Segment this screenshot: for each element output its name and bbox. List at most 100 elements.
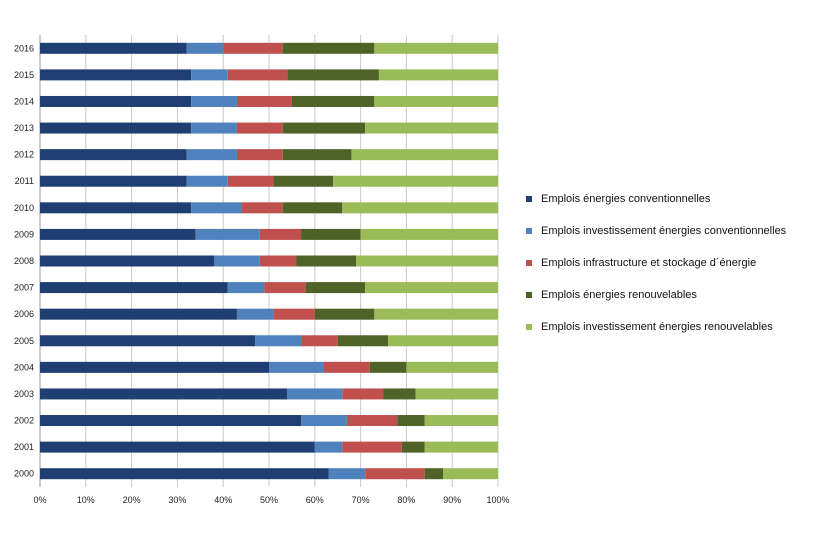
bar-segment bbox=[282, 122, 366, 134]
bar-segment bbox=[40, 42, 187, 54]
bar-segment bbox=[195, 228, 260, 240]
bar-segment bbox=[259, 228, 302, 240]
bar-segment bbox=[236, 308, 274, 320]
bar-segment bbox=[383, 388, 416, 400]
bar-segment bbox=[191, 69, 228, 81]
y-tick-label: 2000 bbox=[14, 469, 34, 479]
bar-segment bbox=[40, 415, 302, 427]
y-tick-label: 2002 bbox=[14, 416, 34, 426]
x-tick-label: 70% bbox=[352, 495, 370, 505]
x-axis-ticks: 0% 10% 20% 30% 40% 50% 60% 70% 80% 90% 100% bbox=[33, 495, 509, 505]
y-tick-label: 2001 bbox=[14, 442, 34, 452]
legend-label: Emplois énergies renouvelables bbox=[541, 289, 697, 301]
bar-segment bbox=[424, 415, 498, 427]
y-tick-label: 2008 bbox=[14, 256, 34, 266]
bar-segment bbox=[40, 95, 192, 107]
x-tick-label: 60% bbox=[306, 495, 324, 505]
bar-segment bbox=[236, 95, 292, 107]
y-tick-label: 2010 bbox=[14, 203, 34, 213]
legend-item: Emplois énergies renouvelables bbox=[526, 286, 697, 304]
legend-item: Emplois investissement énergies conventi… bbox=[526, 222, 786, 240]
bar-segment bbox=[346, 415, 398, 427]
bar-segment bbox=[301, 335, 338, 347]
bar-segment bbox=[356, 255, 498, 267]
legend-swatch bbox=[526, 324, 532, 330]
y-tick-label: 2011 bbox=[15, 176, 34, 186]
x-tick-label: 90% bbox=[443, 495, 461, 505]
legend-label: Emplois investissement énergies renouvel… bbox=[541, 321, 773, 333]
bar-segment bbox=[223, 42, 283, 54]
legend-item: Emplois investissement énergies renouvel… bbox=[526, 318, 773, 336]
bar-segment bbox=[314, 441, 343, 453]
y-tick-label: 2007 bbox=[14, 283, 34, 293]
bar-segment bbox=[236, 149, 283, 161]
bar-segment bbox=[305, 282, 366, 294]
bar-segment bbox=[186, 149, 237, 161]
x-tick-label: 100% bbox=[486, 495, 509, 505]
bar-segment bbox=[282, 42, 375, 54]
bar-segment bbox=[186, 42, 224, 54]
bars bbox=[40, 42, 498, 480]
bar-segment bbox=[282, 202, 343, 214]
legend-item: Emplois infrastructure et stockage d´éne… bbox=[526, 254, 756, 272]
legend-label: Emplois énergies conventionnelles bbox=[541, 193, 711, 205]
bar-segment bbox=[328, 468, 366, 480]
bar-segment bbox=[40, 228, 196, 240]
bar-segment bbox=[351, 149, 498, 161]
x-tick-label: 40% bbox=[214, 495, 232, 505]
bar-segment bbox=[301, 415, 347, 427]
bar-segment bbox=[40, 468, 329, 480]
bar-segment bbox=[227, 69, 288, 81]
legend-label: Emplois investissement énergies conventi… bbox=[541, 225, 787, 237]
x-tick-label: 0% bbox=[33, 495, 46, 505]
bar-segment bbox=[191, 202, 242, 214]
y-tick-label: 2016 bbox=[14, 43, 34, 53]
y-tick-label: 2003 bbox=[14, 389, 34, 399]
bar-segment bbox=[40, 255, 215, 267]
bar-segment bbox=[40, 441, 315, 453]
y-tick-label: 2009 bbox=[14, 229, 34, 239]
bar-segment bbox=[191, 95, 237, 107]
bar-segment bbox=[337, 335, 389, 347]
bar-segment bbox=[401, 441, 425, 453]
y-tick-label: 2012 bbox=[14, 150, 34, 160]
bar-segment bbox=[443, 468, 498, 480]
bar-segment bbox=[342, 441, 402, 453]
bar-segment bbox=[397, 415, 425, 427]
x-tick-label: 50% bbox=[260, 495, 278, 505]
bar-segment bbox=[369, 361, 407, 373]
bar-segment bbox=[415, 388, 498, 400]
y-tick-label: 2005 bbox=[14, 336, 34, 346]
bar-segment bbox=[236, 122, 283, 134]
bar-segment bbox=[241, 202, 283, 214]
bar-segment bbox=[406, 361, 498, 373]
bar-segment bbox=[264, 282, 306, 294]
bar-segment bbox=[323, 361, 370, 373]
legend-swatch bbox=[526, 228, 532, 234]
bar-segment bbox=[365, 468, 425, 480]
bar-segment bbox=[374, 42, 498, 54]
y-tick-label: 2006 bbox=[14, 309, 34, 319]
x-tick-label: 20% bbox=[123, 495, 141, 505]
bar-segment bbox=[40, 282, 228, 294]
y-tick-label: 2015 bbox=[14, 70, 34, 80]
legend-swatch bbox=[526, 196, 532, 202]
bar-segment bbox=[227, 175, 274, 187]
bar-segment bbox=[333, 175, 498, 187]
bar-segment bbox=[424, 468, 444, 480]
bar-segment bbox=[301, 228, 361, 240]
bar-segment bbox=[40, 69, 192, 81]
bar-segment bbox=[214, 255, 260, 267]
bar-segment bbox=[342, 388, 384, 400]
legend-swatch bbox=[526, 260, 532, 266]
bar-segment bbox=[365, 282, 498, 294]
bar-segment bbox=[287, 69, 379, 81]
legend-item: Emplois énergies conventionnelles bbox=[526, 190, 710, 208]
bar-segment bbox=[40, 308, 237, 320]
bar-segment bbox=[374, 95, 498, 107]
x-tick-label: 10% bbox=[77, 495, 95, 505]
bar-segment bbox=[360, 228, 498, 240]
bar-segment bbox=[291, 95, 375, 107]
bar-segment bbox=[186, 175, 228, 187]
